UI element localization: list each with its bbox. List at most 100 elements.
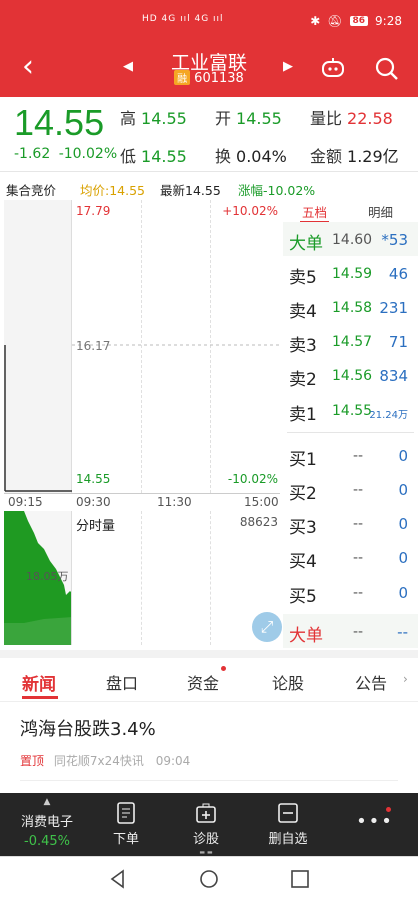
high-value: 14.55: [141, 109, 187, 128]
time-label: 09:30: [76, 495, 111, 509]
buy-row: 买4 -- 0: [283, 540, 418, 574]
order-book-tabs: 五档 明细: [283, 200, 418, 223]
auction-price-panel: [4, 200, 72, 493]
change-percent: -10.02%: [58, 146, 118, 162]
more-options-icon[interactable]: •••: [356, 811, 394, 832]
top-price-label: 17.79: [76, 204, 111, 218]
notification-dot: [221, 666, 226, 671]
level-name: 卖3: [289, 336, 317, 356]
info-tabs: 新闻 盘口 资金 论股 公告 ›: [0, 658, 418, 702]
next-stock-icon[interactable]: ▶: [283, 59, 293, 74]
news-time: 09:04: [155, 754, 191, 768]
top-bar: HD 4G ııl 4G ııl ✱ 🔕︎ 86 9:28 ‹ ◀ 工业富联 融…: [0, 0, 418, 97]
sector-button[interactable]: ▲ 消费电子 -0.45%: [12, 797, 82, 849]
price-panel: 17.79 +10.02% 16.17 14.55 -10.02%: [72, 200, 280, 493]
nav-back-icon[interactable]: [108, 869, 128, 889]
level-name: 买2: [289, 484, 317, 504]
auction-volume-panel: 18.05万: [4, 511, 72, 645]
level-vol: 0: [398, 481, 408, 499]
level-vol: 21.24万: [369, 410, 408, 421]
volume-value: 88623: [239, 515, 278, 529]
intraday-chart[interactable]: 17.79 +10.02% 16.17 14.55 -10.02% 09:15 …: [0, 200, 283, 650]
level-price: 14.57: [332, 334, 373, 350]
nav-home-icon[interactable]: [199, 869, 219, 889]
medical-kit-icon: [196, 803, 216, 823]
tab-five-levels[interactable]: 五档: [299, 202, 330, 223]
robot-assistant-icon[interactable]: [320, 56, 346, 80]
sell-row: 卖2 14.56 834: [283, 358, 418, 392]
diagnose-label: 诊股: [192, 832, 219, 847]
stock-code-line: 融 601138: [0, 70, 418, 86]
caret-up-icon: ▲: [43, 797, 51, 807]
remove-label: 删自选: [268, 832, 308, 847]
tab-details[interactable]: 明细: [368, 205, 394, 220]
big-order-top: 大单 14.60 *53: [283, 222, 418, 256]
level-vol: 0: [398, 447, 408, 465]
order-label: 下单: [112, 832, 139, 847]
sell-row: 卖4 14.58 231: [283, 290, 418, 324]
sell-row: 卖3 14.57 71: [283, 324, 418, 358]
search-icon[interactable]: [374, 56, 400, 82]
level-vol: 46: [388, 265, 408, 283]
big-order-vol: *53: [381, 231, 408, 249]
grid-line: [141, 511, 142, 645]
sell-row: 卖5 14.59 46: [283, 256, 418, 290]
auction-volume-area: [4, 511, 71, 645]
price-line: [72, 344, 280, 346]
auction-line: [4, 345, 72, 492]
status-bar: HD 4G ııl 4G ııl ✱ 🔕︎ 86 9:28: [0, 0, 418, 44]
level-price: --: [353, 550, 364, 566]
level-vol: 71: [388, 333, 408, 351]
level-name: 买3: [289, 518, 317, 538]
level-price: 14.55: [332, 403, 373, 419]
margin-tag: 融: [174, 70, 191, 85]
mute-icon: 🔕︎: [327, 14, 343, 28]
stock-code: 601138: [194, 71, 244, 86]
big-order-price: 14.60: [332, 232, 373, 248]
level-price: 14.59: [332, 266, 373, 282]
news-title[interactable]: 鸿海台股跌3.4%: [20, 719, 156, 740]
vol-ratio-label: 量比: [310, 109, 343, 128]
time-label: 11:30: [157, 495, 192, 509]
volume-title: 分时量: [76, 519, 116, 534]
remove-watchlist-button[interactable]: 删自选: [262, 802, 314, 847]
auction-volume-label: 18.05万: [26, 570, 69, 583]
level-vol: 0: [398, 515, 408, 533]
volume-panel: 分时量 88623: [72, 511, 280, 645]
expand-chart-icon[interactable]: ⤢: [252, 612, 282, 642]
amount-label: 金额: [310, 147, 343, 166]
tab-handicap[interactable]: 盘口: [106, 674, 139, 693]
tab-news[interactable]: 新闻: [22, 675, 56, 695]
bottom-action-bar: ▲ 消费电子 -0.45% 下单 诊股 ▬ ▬ 删自选 •••: [0, 793, 418, 856]
time-axis: 09:15 09:30 11:30 15:00: [4, 493, 280, 510]
more-tabs-chevron-icon[interactable]: ›: [403, 672, 408, 686]
nav-recents-icon[interactable]: [290, 869, 310, 889]
top-pct-label: +10.02%: [222, 204, 278, 218]
level-name: 卖4: [289, 302, 317, 322]
change-amount: -1.62: [14, 146, 51, 162]
bluetooth-icon: ✱: [310, 14, 321, 28]
level-name: 卖2: [289, 370, 317, 390]
level-price: --: [353, 516, 364, 532]
tab-funds[interactable]: 资金: [187, 674, 220, 693]
prev-stock-icon[interactable]: ◀: [123, 59, 133, 74]
vol-ratio-value: 22.58: [347, 109, 393, 128]
bottom-price-label: 14.55: [76, 472, 111, 486]
diagnose-button[interactable]: 诊股 ▬ ▬: [180, 802, 232, 856]
amount-value: 1.29亿: [347, 147, 399, 166]
buy-row: 买2 -- 0: [283, 472, 418, 506]
high-field: 高 14.55: [120, 105, 187, 129]
open-label: 开: [215, 109, 232, 128]
latest-price: 最新14.55: [160, 183, 221, 198]
auction-label: 集合竞价: [6, 183, 57, 198]
tab-announcement[interactable]: 公告: [355, 674, 388, 693]
tab-discussion[interactable]: 论股: [272, 674, 305, 693]
grid-line: [141, 200, 142, 493]
level-vol: 231: [379, 299, 408, 317]
back-chevron-icon[interactable]: ‹: [22, 49, 34, 84]
open-value: 14.55: [236, 109, 282, 128]
order-button[interactable]: 下单: [100, 802, 152, 847]
low-value: 14.55: [141, 147, 187, 166]
indicator-line: 集合竞价 均价:14.55 最新14.55 涨幅-10.02%: [0, 177, 418, 199]
turnover-label: 换: [215, 147, 232, 166]
